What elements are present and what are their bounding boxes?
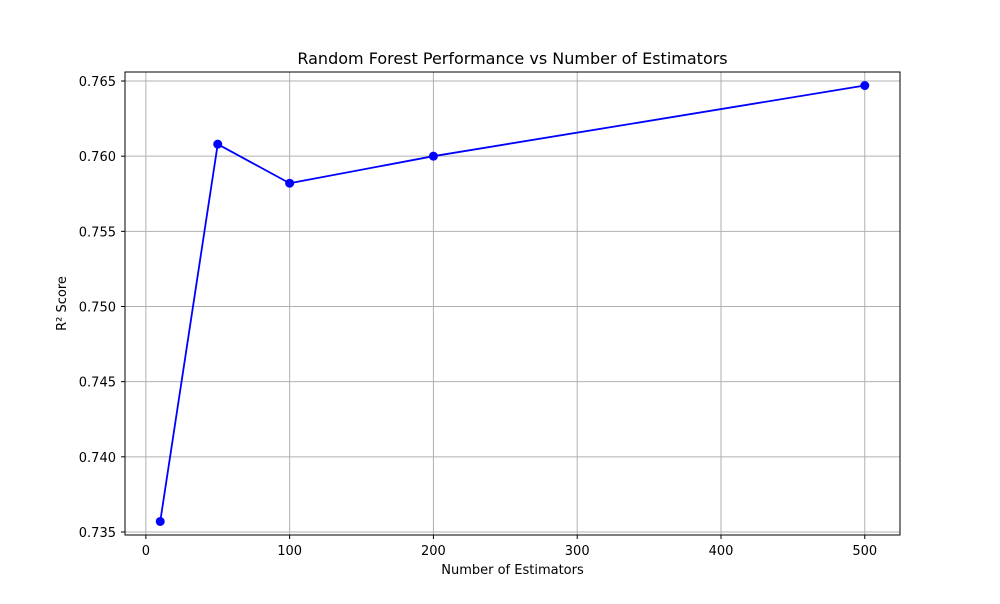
y-tick-label: 0.755 [79,225,116,240]
series-line [159,84,865,522]
y-tick-label: 0.740 [79,451,116,466]
data-point [860,81,870,91]
grid-layer [125,72,900,535]
y-tick-label: 0.745 [79,376,116,391]
x-tick-label: 400 [709,544,734,559]
x-axis-label: Number of Estimators [441,563,584,578]
tick-layer: 0 100 200 300 400 500 0.735 0.740 0.745 0.750 0.75… [79,75,877,559]
series-layer [155,81,870,526]
y-tick-label: 0.750 [79,301,116,316]
x-tick-label: 100 [277,544,302,559]
x-tick-label: 0 [142,544,150,559]
data-point [155,516,165,526]
plot-frame [124,71,901,536]
data-point [213,139,223,149]
x-tick-label: 200 [421,544,446,559]
y-tick-label: 0.765 [79,75,116,90]
y-axis-label: R² Score [55,276,70,331]
x-tick-label: 300 [565,544,590,559]
x-tick-label: 500 [852,544,877,559]
y-tick-label: 0.760 [79,150,116,165]
chart-title: Random Forest Performance vs Number of E… [297,49,727,68]
data-point [285,178,295,188]
data-point [428,151,438,161]
y-tick-label: 0.735 [79,526,116,541]
